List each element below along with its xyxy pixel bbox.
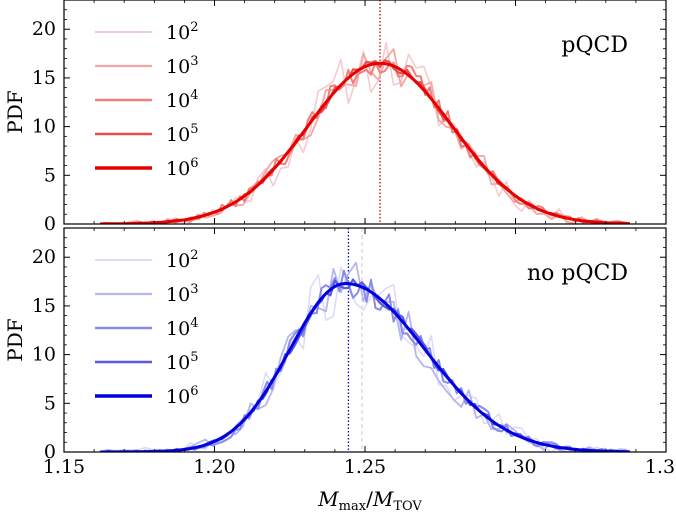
plot-area — [99, 0, 630, 224]
y-tick-label: 20 — [32, 18, 56, 40]
legend-label: 105 — [166, 122, 198, 146]
y-tick-label: 15 — [32, 67, 56, 89]
panel-label: pQCD — [561, 33, 628, 58]
x-axis-label: Mmax/MTOV — [317, 487, 422, 514]
y-tick-label: 20 — [32, 246, 56, 268]
series-line — [100, 48, 628, 224]
legend-label: 104 — [166, 316, 198, 340]
y-tick-label: 0 — [44, 441, 56, 463]
x-tick-label: 1.20 — [193, 456, 235, 478]
y-axis-label: PDF — [3, 318, 27, 361]
panel-label: no pQCD — [527, 261, 628, 286]
y-axis-label: PDF — [3, 90, 27, 133]
x-tick-label: 1.30 — [494, 456, 536, 478]
legend-label: 106 — [166, 384, 198, 408]
y-tick-label: 5 — [44, 392, 56, 414]
y-tick-label: 10 — [32, 344, 56, 366]
y-tick-label: 0 — [44, 213, 56, 235]
legend-label: 103 — [166, 282, 198, 306]
legend-label: 103 — [166, 54, 198, 78]
y-tick-label: 10 — [32, 116, 56, 138]
legend-label: 104 — [166, 88, 198, 112]
series-line — [100, 61, 630, 224]
series-line — [100, 282, 630, 452]
y-tick-label: 5 — [44, 164, 56, 186]
x-tick-label: 1.15 — [43, 456, 85, 478]
series-line — [99, 266, 627, 452]
panel-pqcd: 0 5 10 15 20 PDF pQCD 102 103 104 105 106 — [3, 0, 667, 235]
x-tick-label: 1.25 — [344, 456, 386, 478]
x-tick-label: 1.35 — [645, 456, 676, 478]
y-tick-label: 15 — [32, 295, 56, 317]
legend-label: 102 — [166, 248, 198, 272]
plot-area — [99, 228, 630, 452]
legend-label: 102 — [166, 20, 198, 44]
legend-label: 105 — [166, 350, 198, 374]
legend-label: 106 — [166, 156, 198, 180]
panel-no-pqcd: 0 5 10 15 20 1.15 1.20 1.25 1.30 1.35 PDF no pQCD 10… — [3, 227, 676, 478]
